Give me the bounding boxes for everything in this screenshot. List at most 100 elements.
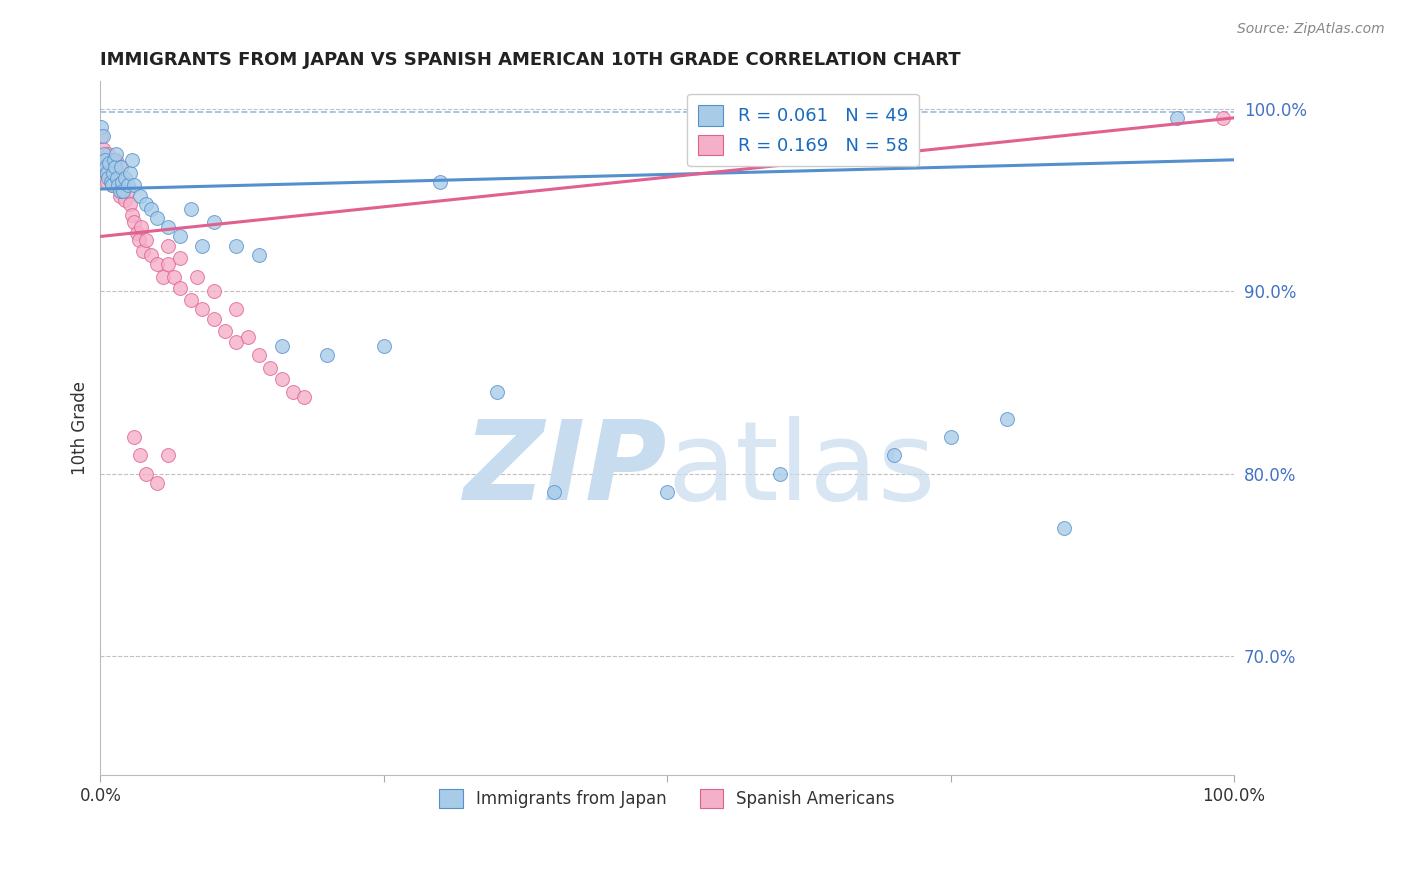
Point [132,244,155,258]
Point [100,178,122,193]
Point [270,372,292,386]
Point [90,129,112,144]
Point [124,430,146,444]
Point [111,175,134,189]
Point [135,233,157,247]
Point [121,153,143,167]
Point [225,335,247,350]
Point [191,238,214,252]
Point [96,165,118,179]
Point [236,330,259,344]
Point [117,178,139,193]
Point [202,215,225,229]
Point [98,160,121,174]
Point [124,178,146,193]
Point [543,485,565,500]
Point [146,475,169,490]
Point [157,238,180,252]
Point [316,348,339,362]
Point [429,175,451,189]
Point [110,160,132,174]
Text: ZIP: ZIP [464,417,666,524]
Point [90,120,112,134]
Point [169,280,191,294]
Point [94,160,117,174]
Point [91,129,114,144]
Point [135,467,157,481]
Point [93,153,115,167]
Point [104,178,127,193]
Point [105,165,128,179]
Point [129,189,152,203]
Point [163,269,186,284]
Point [191,302,214,317]
Point [247,248,270,262]
Point [1166,111,1188,125]
Point [225,302,247,317]
Legend: Immigrants from Japan, Spanish Americans: Immigrants from Japan, Spanish Americans [433,782,901,815]
Point [97,171,120,186]
Point [157,257,180,271]
Point [107,178,129,193]
Point [105,153,128,167]
Point [486,384,509,399]
Point [995,412,1018,426]
Point [1212,111,1234,125]
Point [100,175,122,189]
Point [169,252,191,266]
Point [939,430,962,444]
Point [883,449,905,463]
Point [103,153,125,167]
Point [1053,521,1076,535]
Point [108,184,131,198]
Text: IMMIGRANTS FROM JAPAN VS SPANISH AMERICAN 10TH GRADE CORRELATION CHART: IMMIGRANTS FROM JAPAN VS SPANISH AMERICA… [100,51,960,69]
Point [157,220,180,235]
Point [655,485,678,500]
Point [111,184,134,198]
Point [135,196,157,211]
Point [100,171,122,186]
Point [152,269,174,284]
Point [100,178,122,193]
Point [121,208,143,222]
Point [186,269,208,284]
Point [124,215,146,229]
Y-axis label: 10th Grade: 10th Grade [72,381,89,475]
Point [91,142,114,156]
Point [105,147,128,161]
Point [259,360,281,375]
Point [373,339,395,353]
Point [108,189,131,203]
Point [118,196,141,211]
Point [141,202,163,216]
Point [104,160,127,174]
Point [214,324,236,338]
Point [118,165,141,179]
Point [281,384,304,399]
Point [125,226,148,240]
Point [146,257,169,271]
Point [169,229,191,244]
Text: Source: ZipAtlas.com: Source: ZipAtlas.com [1237,22,1385,37]
Point [107,178,129,193]
Point [225,238,247,252]
Point [94,160,117,174]
Point [247,348,270,362]
Point [128,233,150,247]
Point [202,311,225,326]
Point [202,284,225,298]
Point [114,193,136,207]
Point [146,211,169,226]
Text: atlas: atlas [666,417,935,524]
Point [111,175,134,189]
Point [97,147,120,161]
Point [94,165,117,179]
Point [270,339,292,353]
Point [117,184,139,198]
Point [101,165,124,179]
Point [111,184,134,198]
Point [96,175,118,189]
Point [101,153,124,167]
Point [129,220,152,235]
Point [157,449,180,463]
